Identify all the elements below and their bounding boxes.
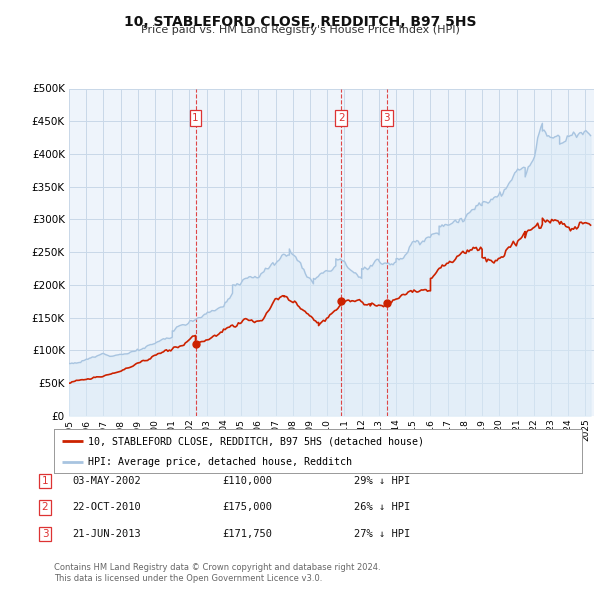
Text: 22-OCT-2010: 22-OCT-2010 bbox=[72, 503, 141, 512]
Text: 2: 2 bbox=[338, 113, 344, 123]
Text: 3: 3 bbox=[383, 113, 390, 123]
Text: This data is licensed under the Open Government Licence v3.0.: This data is licensed under the Open Gov… bbox=[54, 574, 322, 583]
Text: 21-JUN-2013: 21-JUN-2013 bbox=[72, 529, 141, 539]
Text: HPI: Average price, detached house, Redditch: HPI: Average price, detached house, Redd… bbox=[88, 457, 352, 467]
Text: 1: 1 bbox=[192, 113, 199, 123]
Text: 1: 1 bbox=[41, 476, 49, 486]
Text: 10, STABLEFORD CLOSE, REDDITCH, B97 5HS (detached house): 10, STABLEFORD CLOSE, REDDITCH, B97 5HS … bbox=[88, 437, 424, 446]
Text: 2: 2 bbox=[41, 503, 49, 512]
Text: 03-MAY-2002: 03-MAY-2002 bbox=[72, 476, 141, 486]
Text: £171,750: £171,750 bbox=[222, 529, 272, 539]
Text: 3: 3 bbox=[41, 529, 49, 539]
Text: £110,000: £110,000 bbox=[222, 476, 272, 486]
Text: 10, STABLEFORD CLOSE, REDDITCH, B97 5HS: 10, STABLEFORD CLOSE, REDDITCH, B97 5HS bbox=[124, 15, 476, 29]
Text: 27% ↓ HPI: 27% ↓ HPI bbox=[354, 529, 410, 539]
Text: £175,000: £175,000 bbox=[222, 503, 272, 512]
Text: 29% ↓ HPI: 29% ↓ HPI bbox=[354, 476, 410, 486]
Text: Price paid vs. HM Land Registry's House Price Index (HPI): Price paid vs. HM Land Registry's House … bbox=[140, 25, 460, 35]
Text: Contains HM Land Registry data © Crown copyright and database right 2024.: Contains HM Land Registry data © Crown c… bbox=[54, 563, 380, 572]
Text: 26% ↓ HPI: 26% ↓ HPI bbox=[354, 503, 410, 512]
